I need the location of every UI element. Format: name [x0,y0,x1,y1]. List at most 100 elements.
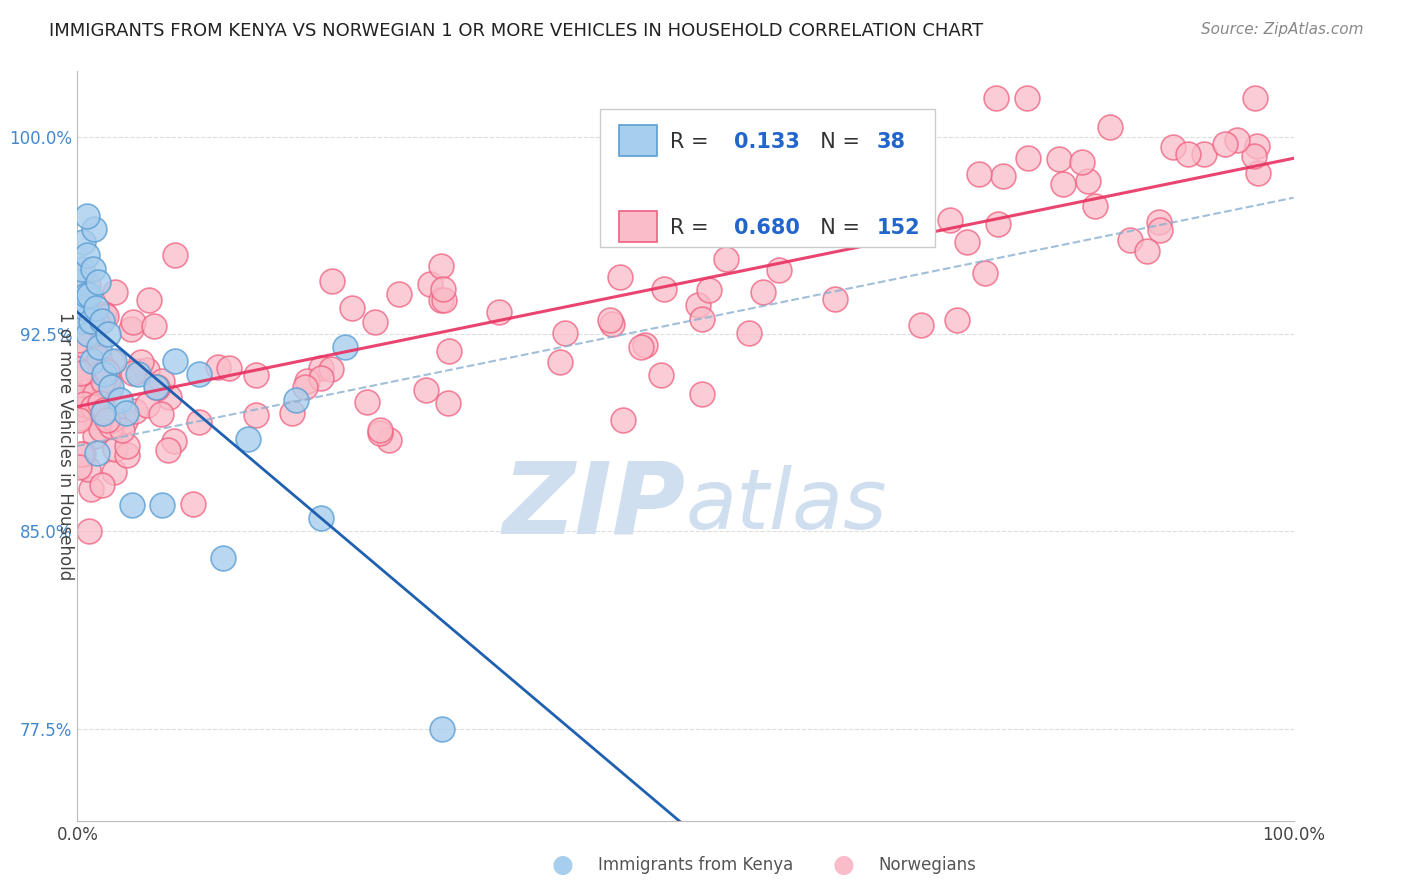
Text: R =: R = [669,132,714,152]
Point [340,301,363,315]
Point [75,288,97,302]
Point [974,266,997,280]
Point [77,461,100,475]
Point [319,362,342,376]
Point [368,425,391,440]
Point [67,333,90,347]
Point [737,326,759,341]
Text: Immigrants from Kenya: Immigrants from Kenya [598,856,793,874]
Point [433,293,456,307]
Point [80,314,103,328]
Point [439,343,461,358]
Point [97,383,120,397]
Point [1215,137,1237,152]
Point [86,445,108,459]
Point [121,498,143,512]
Point [77,277,100,291]
Point [83,222,105,236]
Point [1077,174,1099,188]
Text: 0.133: 0.133 [734,132,800,152]
Text: atlas: atlas [686,466,887,547]
Point [82,400,104,414]
Text: R =: R = [669,219,714,238]
Point [84,428,107,442]
Point [430,259,453,273]
Point [768,263,790,277]
Point [245,368,267,383]
Point [135,363,157,377]
Point [82,328,104,343]
Point [1135,244,1157,258]
Point [94,362,117,376]
Point [987,217,1010,231]
Point [634,338,657,352]
Point [650,368,672,383]
Point [75,339,97,353]
Point [89,351,111,365]
Point [294,379,316,393]
Point [146,381,169,395]
Point [356,395,378,409]
Point [76,209,98,223]
Point [967,167,990,181]
Point [97,373,120,387]
Point [96,365,118,379]
Point [1149,223,1171,237]
Point [1071,155,1094,169]
Point [97,327,120,342]
Point [686,298,709,312]
Point [321,274,343,288]
Point [67,413,90,427]
Point [111,423,134,437]
Point [1052,178,1074,192]
Point [720,211,742,226]
Point [86,317,108,331]
Point [910,318,932,333]
Point [69,383,91,397]
Point [309,511,332,525]
Point [87,399,110,413]
Point [810,221,832,235]
Point [67,460,90,475]
Point [79,288,101,302]
Point [548,355,571,369]
Point [69,402,91,417]
Point [188,367,211,381]
Point [1099,120,1122,134]
Point [150,374,173,388]
Text: N =: N = [807,132,866,152]
Point [96,413,118,427]
Point [91,406,114,420]
Point [1163,139,1185,153]
Point [72,361,94,376]
Text: ZIP: ZIP [502,458,686,555]
Point [163,247,186,261]
Point [1015,90,1038,104]
Point [76,248,98,262]
Point [956,235,979,249]
Point [419,277,441,291]
Point [1017,151,1039,165]
Point [630,340,652,354]
Point [1226,133,1249,147]
Point [69,381,91,395]
Point [157,390,180,404]
Point [984,90,1007,104]
Point [281,406,304,420]
Point [114,414,136,428]
Point [991,169,1014,183]
Point [120,322,142,336]
Point [89,340,111,354]
Point [129,355,152,369]
Point [101,412,124,426]
Point [699,284,721,298]
Point [716,252,738,266]
Point [91,374,114,388]
Point [100,419,122,434]
Point [1049,152,1071,166]
Point [103,465,125,479]
Point [295,374,318,388]
Point [187,416,209,430]
Text: 152: 152 [876,219,920,238]
Point [1246,139,1268,153]
